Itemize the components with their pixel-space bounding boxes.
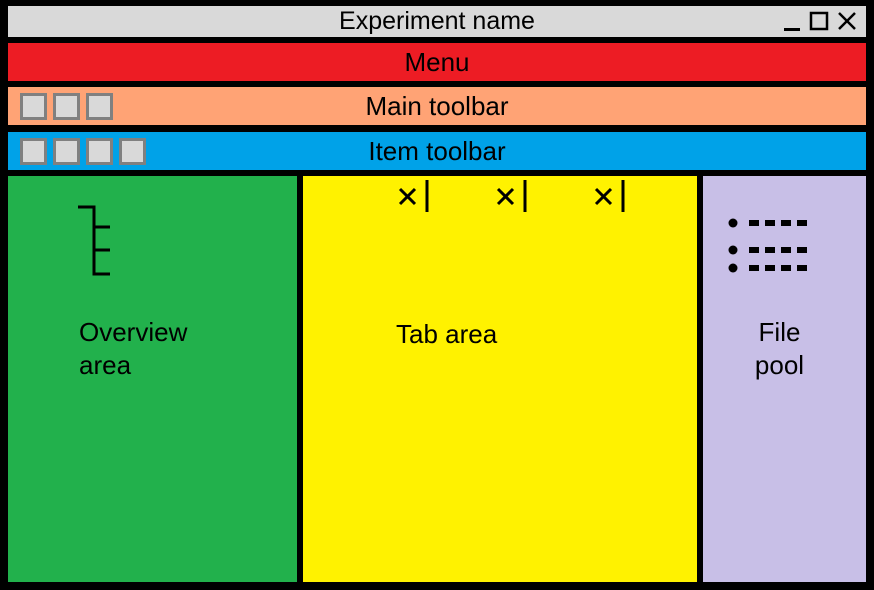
item-toolbar-label: Item toolbar — [368, 136, 506, 166]
file-pool-label: File pool — [754, 317, 805, 380]
window-controls — [782, 10, 858, 32]
file-pool: File pool — [703, 176, 866, 582]
tab-area: Tab area — [303, 176, 697, 582]
main-toolbar-button-2[interactable] — [53, 93, 80, 120]
tree-icon — [78, 205, 110, 276]
main-toolbar-buttons — [20, 93, 113, 120]
item-toolbar-button-4[interactable] — [119, 138, 146, 165]
overview-area: Overview area — [8, 176, 297, 582]
item-toolbar-button-2[interactable] — [53, 138, 80, 165]
main-toolbar: Main toolbar — [8, 87, 866, 125]
overview-area-label: Overview area — [79, 317, 188, 380]
title-bar: Experiment name — [8, 6, 866, 37]
menu-bar[interactable]: Menu — [8, 43, 866, 81]
tab-area-label: Tab area — [396, 319, 498, 349]
item-toolbar-button-1[interactable] — [20, 138, 47, 165]
tab-2-close-icon[interactable] — [495, 180, 529, 217]
list-icon — [728, 218, 807, 273]
window-title: Experiment name — [339, 7, 535, 35]
item-toolbar: Item toolbar — [8, 132, 866, 170]
menu-label: Menu — [404, 47, 470, 77]
main-toolbar-button-1[interactable] — [20, 93, 47, 120]
item-toolbar-buttons — [20, 138, 146, 165]
main-toolbar-label: Main toolbar — [365, 91, 509, 121]
item-toolbar-button-3[interactable] — [86, 138, 113, 165]
minimize-icon[interactable] — [782, 10, 802, 32]
tab-1-close-icon[interactable] — [397, 180, 431, 217]
maximize-icon[interactable] — [808, 10, 830, 32]
main-toolbar-button-3[interactable] — [86, 93, 113, 120]
tab-3-close-icon[interactable] — [593, 180, 627, 217]
close-icon[interactable] — [836, 10, 858, 32]
